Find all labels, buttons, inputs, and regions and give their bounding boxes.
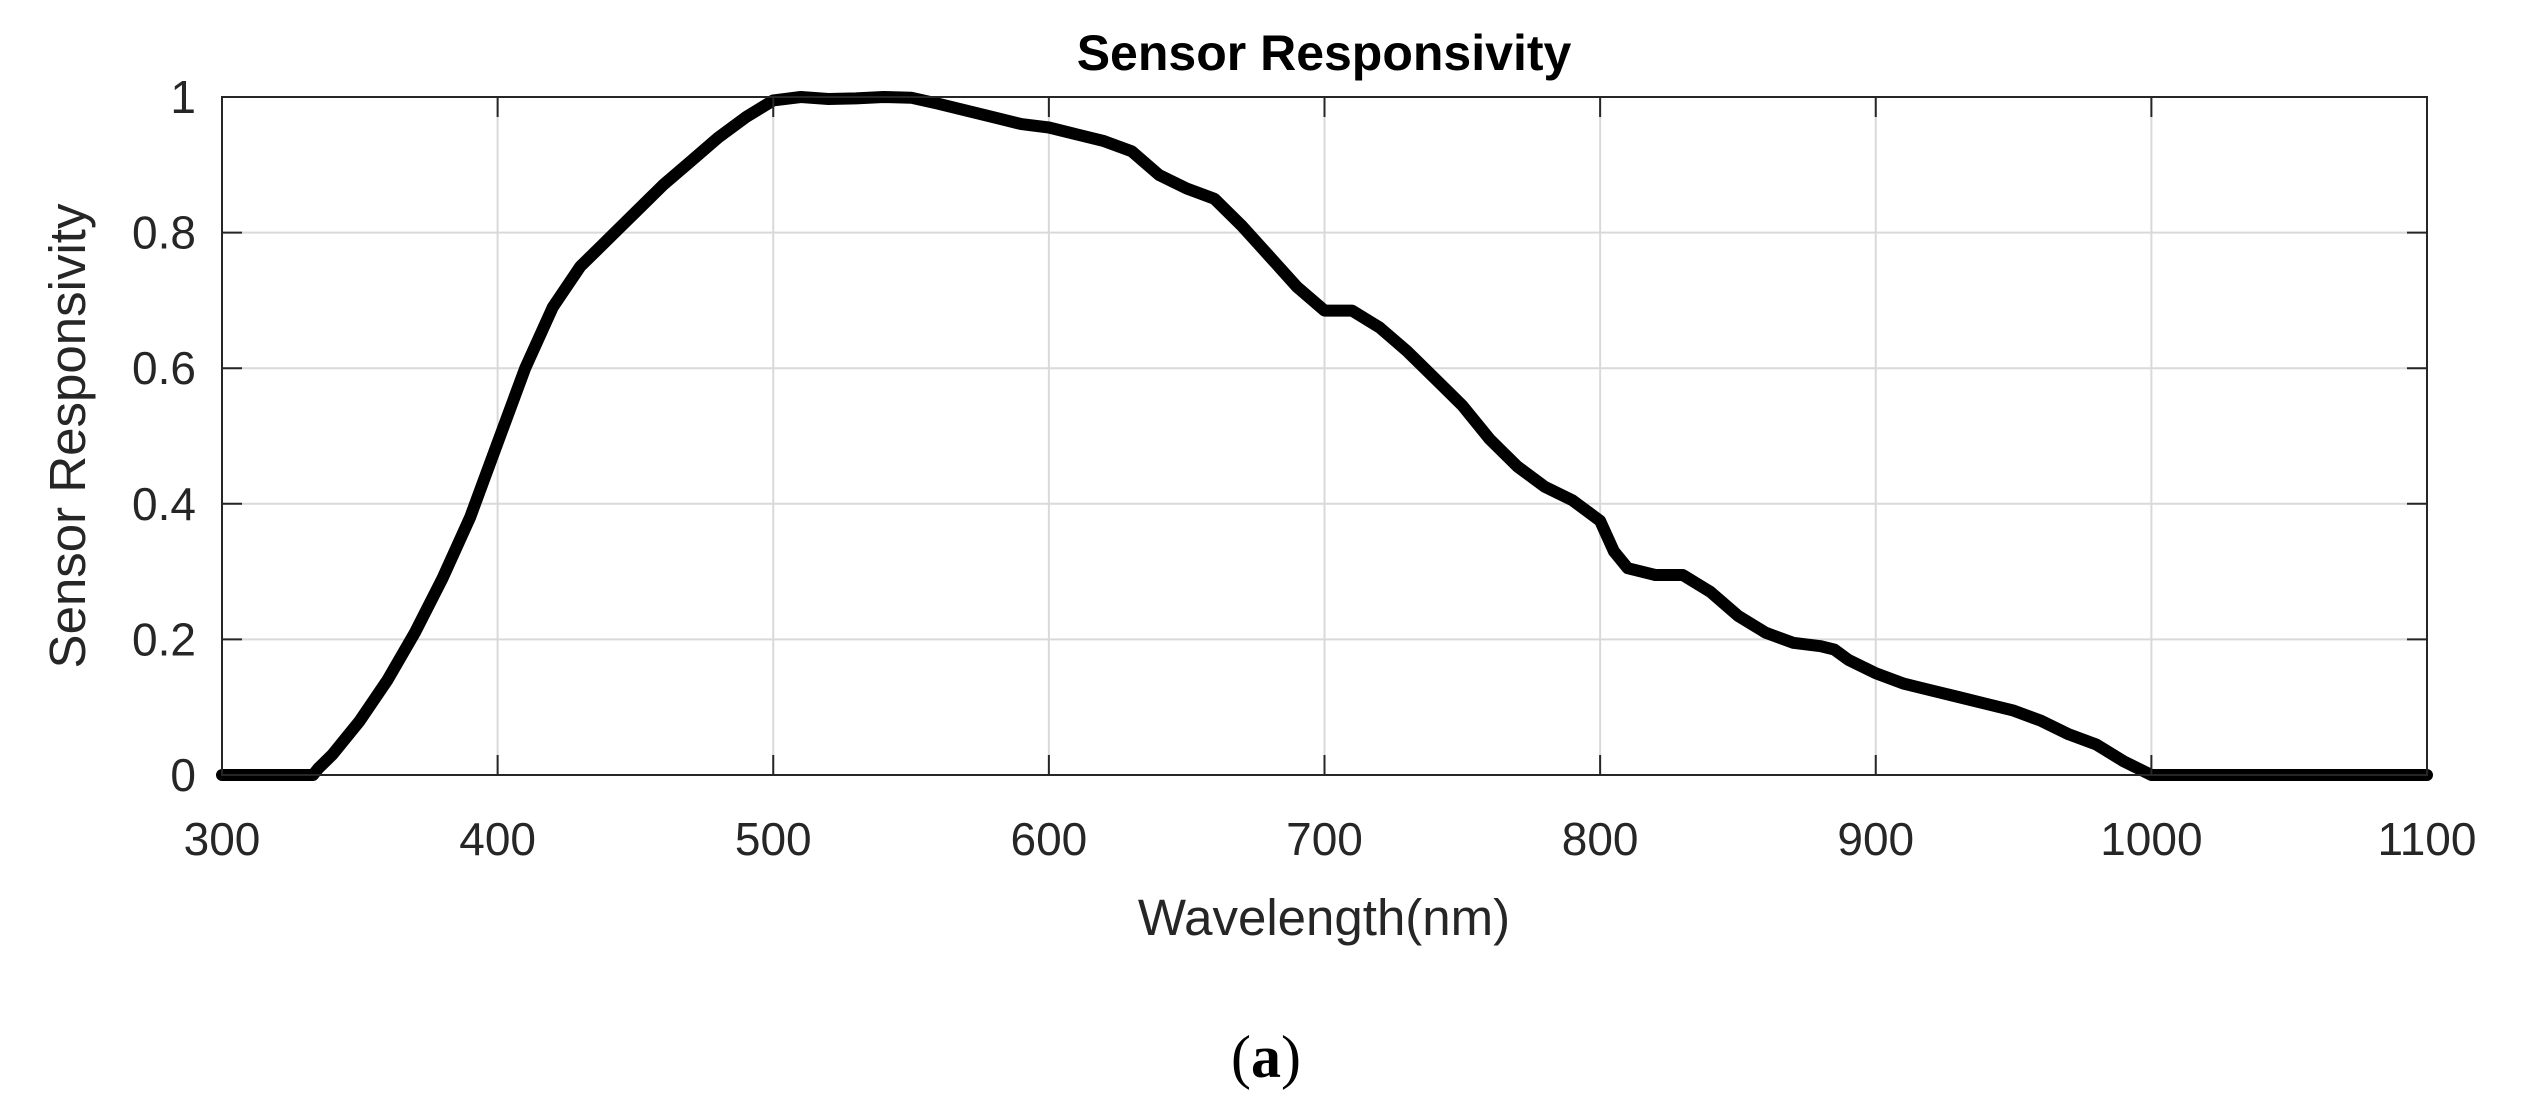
y-tick-label: 0.8	[132, 207, 196, 259]
x-tick-label: 800	[1562, 813, 1639, 865]
tick-marks	[221, 96, 2428, 776]
x-tick-label: 400	[459, 813, 536, 865]
x-tick-label: 500	[735, 813, 812, 865]
x-tick-label: 900	[1837, 813, 1914, 865]
plot-area: 300 400 500 600 700 800 900 1000 1100 0 0.2 0.4 0.6…	[132, 71, 2476, 865]
series-line-sensor-responsivity	[216, 91, 2433, 781]
caption-close-paren: )	[1281, 1024, 1301, 1090]
x-tick-labels: 300 400 500 600 700 800 900 1000 1100	[184, 813, 2477, 865]
series-layer	[216, 91, 2433, 781]
x-tick-label: 300	[184, 813, 261, 865]
y-tick-label: 0.6	[132, 342, 196, 394]
y-tick-label: 0.4	[132, 478, 196, 530]
y-axis-label: Sensor Responsivity	[39, 203, 96, 668]
x-axis-label: Wavelength(nm)	[1138, 889, 1510, 946]
x-tick-label: 1000	[2100, 813, 2202, 865]
caption-letter: a	[1251, 1024, 1281, 1090]
chart-title: Sensor Responsivity	[1077, 25, 1572, 81]
x-tick-label: 1100	[2378, 813, 2477, 865]
figure-caption: (a)	[1231, 1024, 1301, 1090]
caption-open-paren: (	[1231, 1024, 1251, 1090]
x-tick-label: 600	[1011, 813, 1088, 865]
y-tick-labels: 0 0.2 0.4 0.6 0.8 1	[132, 71, 196, 801]
y-tick-label: 1	[170, 71, 196, 123]
x-tick-label: 700	[1286, 813, 1363, 865]
y-tick-label: 0.2	[132, 613, 196, 665]
y-tick-label: 0	[170, 749, 196, 801]
